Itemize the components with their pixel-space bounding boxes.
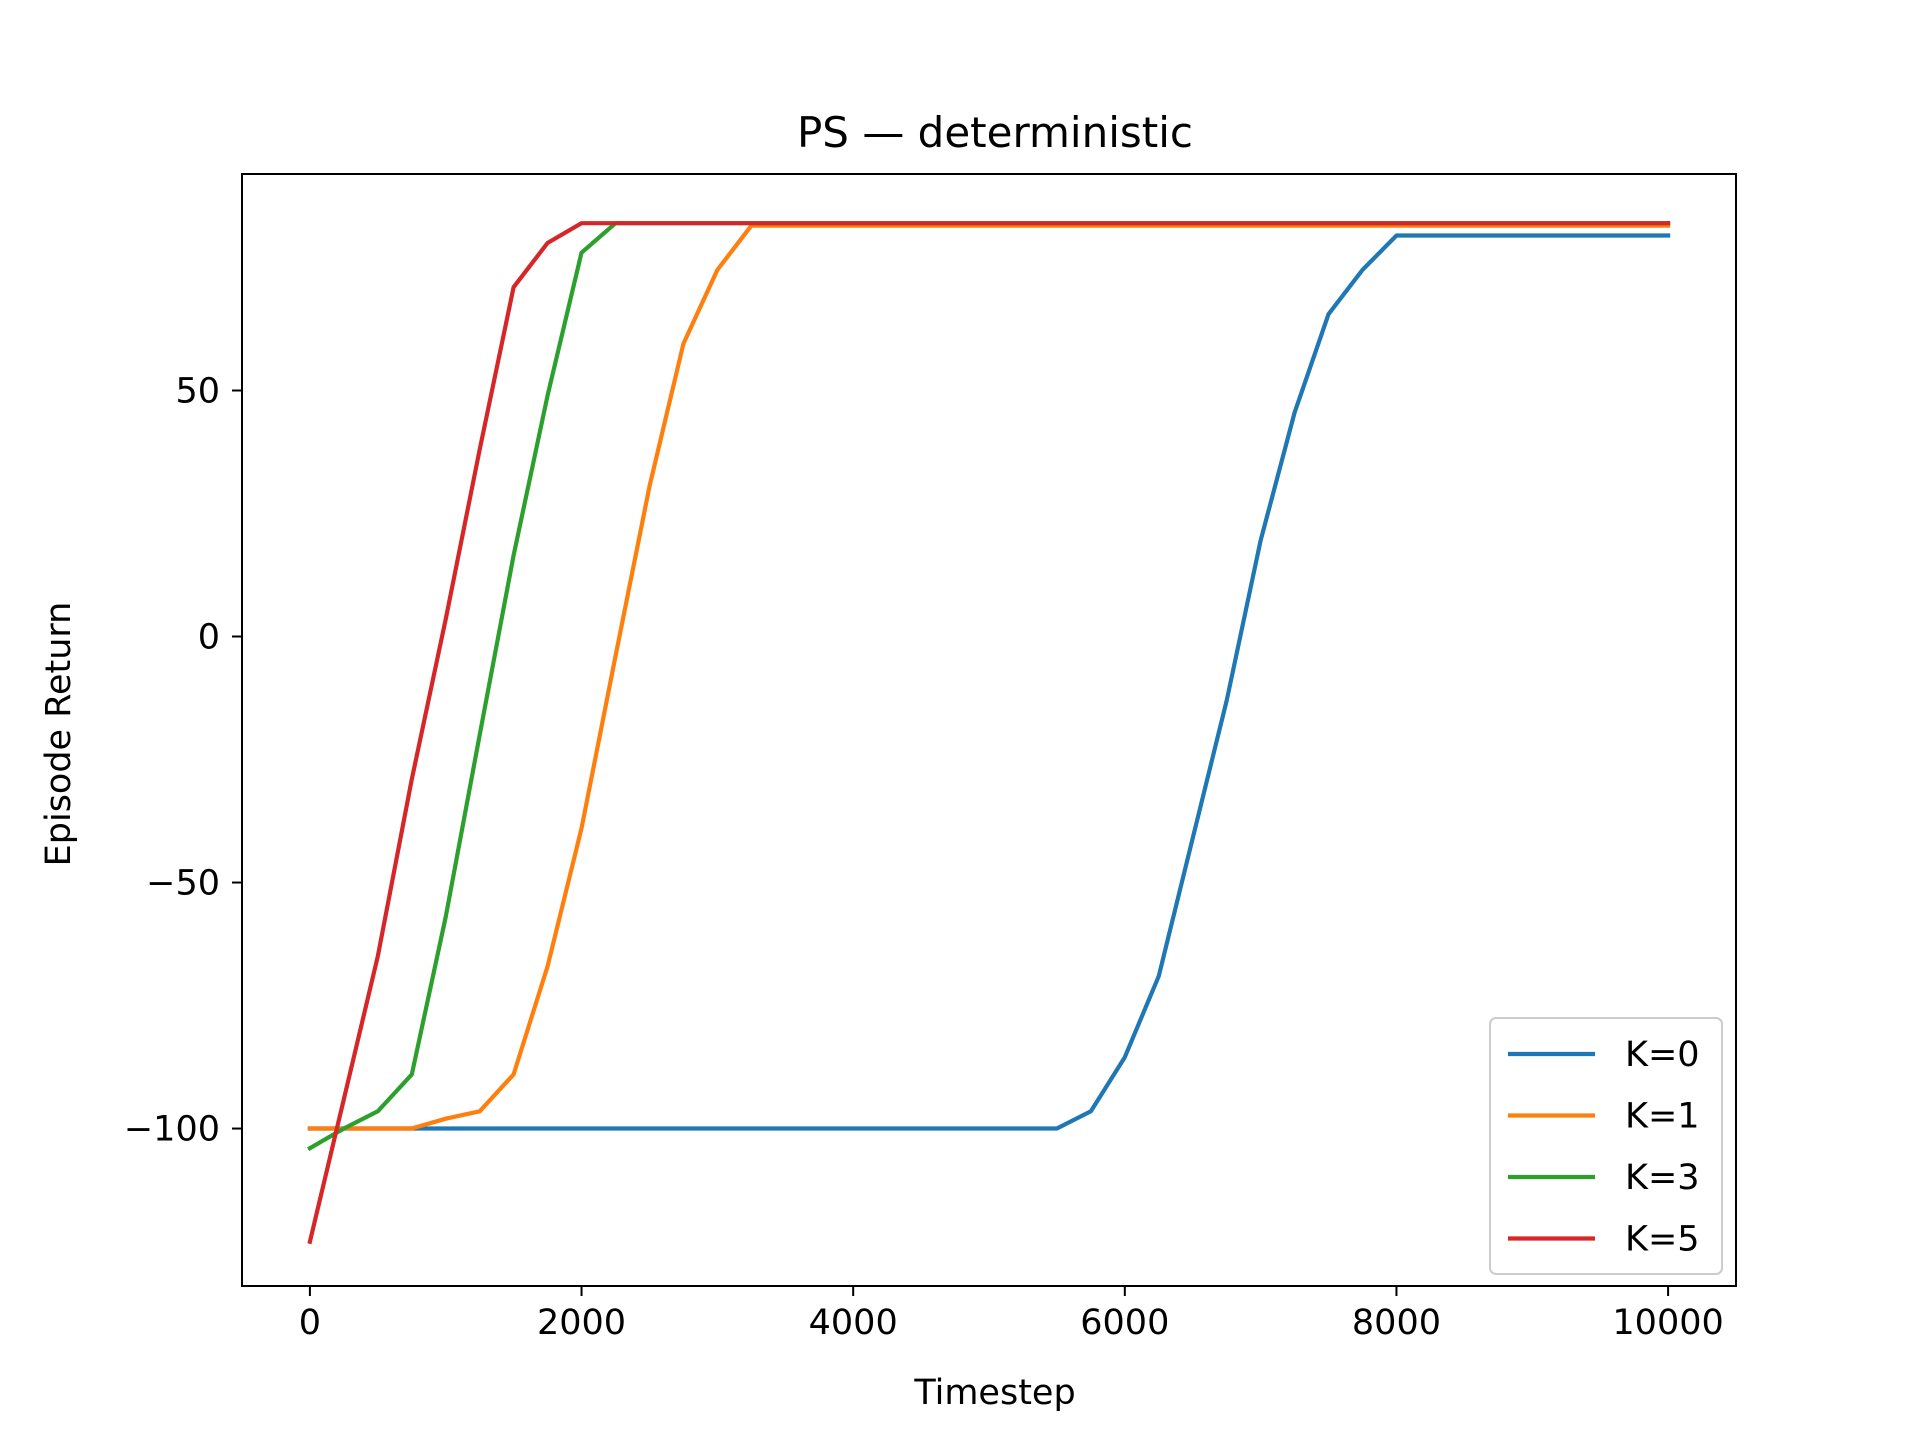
x-tick-label: 2000 [537, 1303, 626, 1343]
legend-label: K=0 [1625, 1035, 1700, 1075]
y-axis-label: Episode Return [39, 602, 79, 867]
series-line-k-1 [307, 223, 1671, 1131]
x-tick-label: 4000 [809, 1303, 898, 1343]
axes: 0 2000 4000 6000 8000 10000 −100 −50 0 50 [124, 173, 1737, 1343]
plot-area [307, 221, 1671, 1245]
chart-title: PS — deterministic [797, 108, 1193, 157]
y-tick-label: −50 [146, 864, 220, 904]
legend-label: K=1 [1625, 1097, 1700, 1137]
x-tick-label: 8000 [1352, 1303, 1441, 1343]
legend-label: K=5 [1625, 1220, 1700, 1260]
x-tick-label: 6000 [1080, 1303, 1169, 1343]
y-tick-label: 50 [175, 371, 220, 411]
legend-box [1489, 1017, 1723, 1275]
series-line-k-0 [307, 233, 1671, 1131]
x-tick-label: 10000 [1612, 1303, 1723, 1343]
series-line-k-5 [307, 221, 1671, 1245]
x-axis-label: Timestep [913, 1373, 1075, 1413]
legend-label: K=3 [1625, 1158, 1700, 1198]
series-lines [307, 221, 1671, 1245]
y-tick-label: −100 [124, 1110, 220, 1150]
legend: K=0 K=1 K=3 K=5 [1489, 1017, 1723, 1275]
x-tick-label: 0 [299, 1303, 321, 1343]
axes-frame [241, 173, 1737, 1287]
y-tick-label: 0 [198, 618, 220, 658]
